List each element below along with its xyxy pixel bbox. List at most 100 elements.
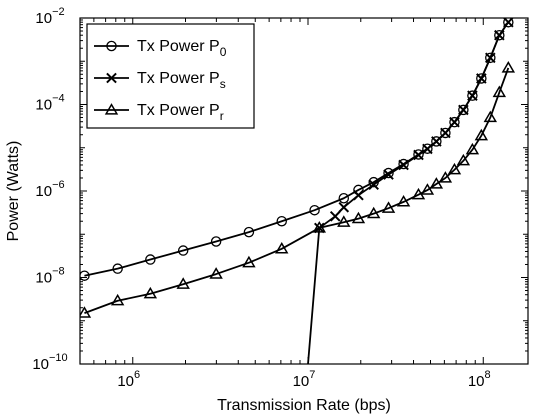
data-point-s-9 <box>422 143 433 155</box>
y-tick-exponent: −4 <box>52 93 65 105</box>
data-point-r-14 <box>420 183 435 195</box>
legend-marker-x <box>106 72 117 84</box>
data-point-r-19 <box>465 142 480 155</box>
y-tick-label: 10−8 <box>35 266 64 287</box>
x-tick-exponent: 7 <box>309 369 315 381</box>
data-point-s-2 <box>329 210 341 222</box>
x-tick-exponent: 6 <box>134 369 140 381</box>
x-tick-base: 10 <box>117 373 134 390</box>
data-point-0-8 <box>338 192 350 204</box>
x-tick-exponent: 8 <box>485 369 491 381</box>
y-tick-base: 10 <box>35 10 52 27</box>
y-tick-base: 10 <box>35 183 52 200</box>
data-point-0-14 <box>422 143 433 154</box>
y-tick-label: 10−2 <box>35 6 64 27</box>
data-point-s-16 <box>485 52 496 64</box>
y-tick-exponent: −6 <box>52 179 65 191</box>
x-axis-label: Transmission Rate (bps) <box>217 397 391 414</box>
data-point-r-2 <box>143 286 158 299</box>
y-tick-exponent: −8 <box>52 266 65 278</box>
data-point-r-17 <box>447 162 462 175</box>
data-point-r-23 <box>501 61 516 73</box>
data-point-s-7 <box>398 159 409 171</box>
data-point-0-17 <box>449 116 460 128</box>
y-tick-base: 10 <box>35 97 52 114</box>
x-tick-label: 106 <box>117 369 140 390</box>
data-point-0-15 <box>431 136 442 147</box>
data-point-s-4 <box>353 189 364 201</box>
data-point-0-20 <box>476 73 487 84</box>
y-tick-exponent: −10 <box>49 352 68 364</box>
y-tick-base: 10 <box>35 270 52 287</box>
legend-entry-r: Tx Power Pr <box>94 102 224 123</box>
x-tick-label: 107 <box>293 369 316 390</box>
data-point-s-6 <box>383 169 394 180</box>
legend-label-name: Tx Power P <box>137 102 220 119</box>
data-point-0-11 <box>383 167 394 179</box>
data-point-s-5 <box>368 179 379 190</box>
legend-label-name: Tx Power P <box>137 38 220 55</box>
legend-label-subscript: s <box>220 77 226 91</box>
data-point-r-12 <box>396 194 411 207</box>
y-tick-label: 10−6 <box>35 179 64 200</box>
data-point-s-15 <box>476 73 487 84</box>
data-point-r-5 <box>242 255 256 268</box>
data-point-0-22 <box>494 29 505 41</box>
legend-label: Tx Power Ps <box>137 70 226 91</box>
legend-entry-s: Tx Power Ps <box>94 70 226 91</box>
series-layer <box>80 18 516 364</box>
data-point-0-5 <box>243 226 255 238</box>
data-point-r-11 <box>381 201 396 213</box>
legend-marker-triangle <box>104 103 119 115</box>
y-tick-exponent: −2 <box>52 6 65 18</box>
data-point-0-16 <box>440 127 451 139</box>
data-point-s-3 <box>338 201 350 213</box>
data-point-0-0 <box>80 270 90 281</box>
data-point-r-22 <box>492 85 507 98</box>
data-point-0-1 <box>112 263 123 274</box>
data-point-r-21 <box>483 110 498 123</box>
y-axis-label: Power (Watts) <box>5 141 22 242</box>
data-point-r-3 <box>176 277 190 289</box>
series-triangle-r <box>80 61 516 318</box>
x-tick-base: 10 <box>468 373 485 390</box>
data-point-0-23 <box>503 18 514 28</box>
data-point-s-8 <box>413 149 424 161</box>
data-point-r-18 <box>456 153 471 166</box>
data-point-r-1 <box>110 293 125 306</box>
data-point-0-3 <box>177 245 189 256</box>
data-point-0-18 <box>458 104 469 116</box>
data-point-r-7 <box>312 221 327 233</box>
y-tick-label: 10−10 <box>32 352 67 373</box>
x-tick-label: 108 <box>468 369 491 390</box>
data-point-s-12 <box>449 116 460 128</box>
data-point-0-2 <box>145 254 156 265</box>
data-point-r-9 <box>351 211 366 224</box>
data-point-r-16 <box>438 171 453 183</box>
data-point-0-19 <box>467 90 478 101</box>
legend-entry-0: Tx Power P0 <box>94 38 227 59</box>
data-point-0-12 <box>398 158 409 170</box>
data-point-0-13 <box>413 149 424 160</box>
data-point-r-0 <box>80 306 92 318</box>
data-point-s-14 <box>467 90 478 101</box>
data-point-r-4 <box>209 267 223 279</box>
data-point-0-7 <box>309 204 320 216</box>
data-point-0-21 <box>485 52 496 64</box>
y-tick-base: 10 <box>32 356 49 373</box>
data-point-0-4 <box>210 236 222 247</box>
x-tick-base: 10 <box>293 373 310 390</box>
legend-label: Tx Power Pr <box>137 102 224 123</box>
data-point-r-20 <box>474 128 489 141</box>
legend-marker-circle <box>106 40 117 52</box>
data-point-s-13 <box>458 104 469 116</box>
legend-label: Tx Power P0 <box>137 38 227 59</box>
data-point-s-11 <box>440 127 451 139</box>
data-point-s-10 <box>431 136 442 147</box>
data-point-s-18 <box>503 18 514 28</box>
data-point-r-6 <box>275 241 289 254</box>
data-point-0-6 <box>276 215 287 227</box>
data-point-r-10 <box>366 206 381 219</box>
